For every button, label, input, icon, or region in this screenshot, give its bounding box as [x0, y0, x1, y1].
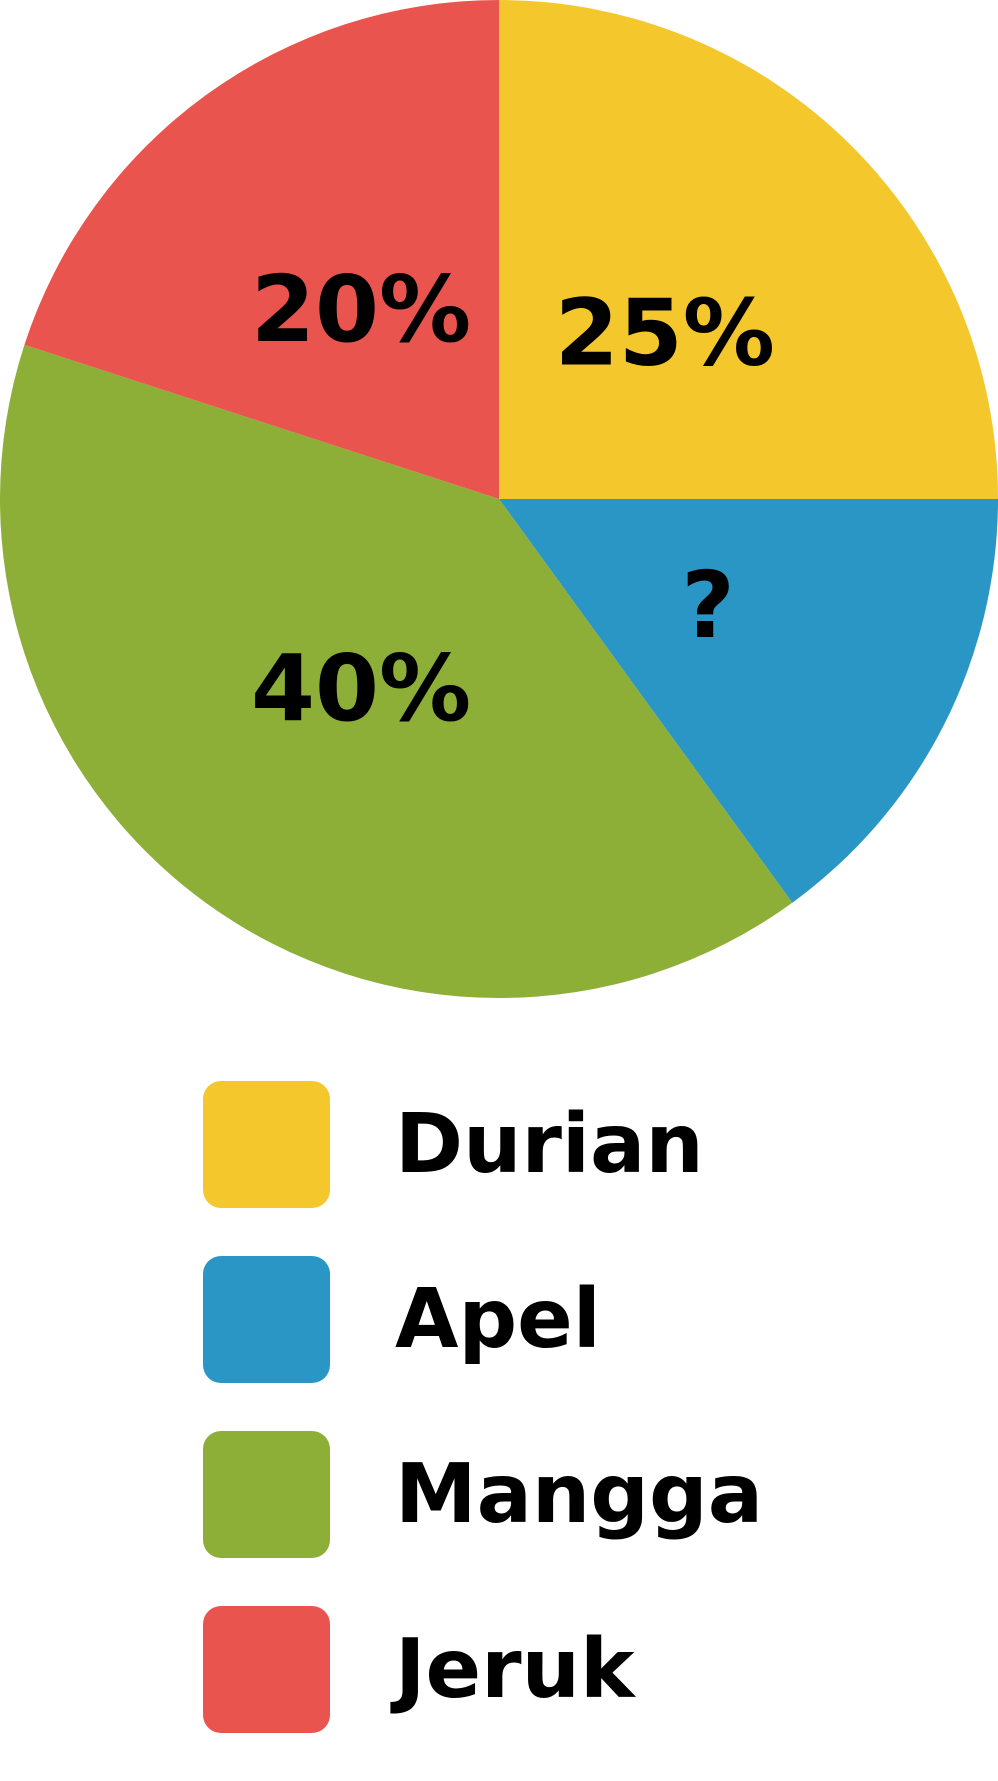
legend-swatch-jeruk — [203, 1606, 330, 1733]
slice-label-durian: 25% — [555, 280, 775, 387]
legend-item-apel: Apel — [203, 1256, 903, 1383]
legend-label-mangga: Mangga — [395, 1447, 764, 1542]
pie-slice-jeruk — [24, 0, 499, 499]
pie-slice-apel — [499, 499, 998, 903]
legend-label-apel: Apel — [395, 1272, 601, 1367]
legend-label-durian: Durian — [395, 1097, 704, 1192]
legend-item-jeruk: Jeruk — [203, 1606, 903, 1733]
slice-label-apel: ? — [681, 552, 734, 659]
legend-item-durian: Durian — [203, 1081, 903, 1208]
slice-label-jeruk: 20% — [251, 256, 471, 363]
legend: Durian Apel Mangga Jeruk — [203, 1081, 903, 1781]
pie-slices — [0, 0, 998, 998]
legend-item-mangga: Mangga — [203, 1431, 903, 1558]
legend-swatch-mangga — [203, 1431, 330, 1558]
legend-swatch-durian — [203, 1081, 330, 1208]
legend-swatch-apel — [203, 1256, 330, 1383]
pie-slice-mangga — [0, 344, 793, 998]
legend-label-jeruk: Jeruk — [395, 1622, 635, 1717]
pie-slice-durian — [499, 0, 998, 499]
pie-slice-labels: 25%? 40% 20% — [251, 256, 775, 742]
slice-label-mangga: 40% — [251, 635, 471, 742]
